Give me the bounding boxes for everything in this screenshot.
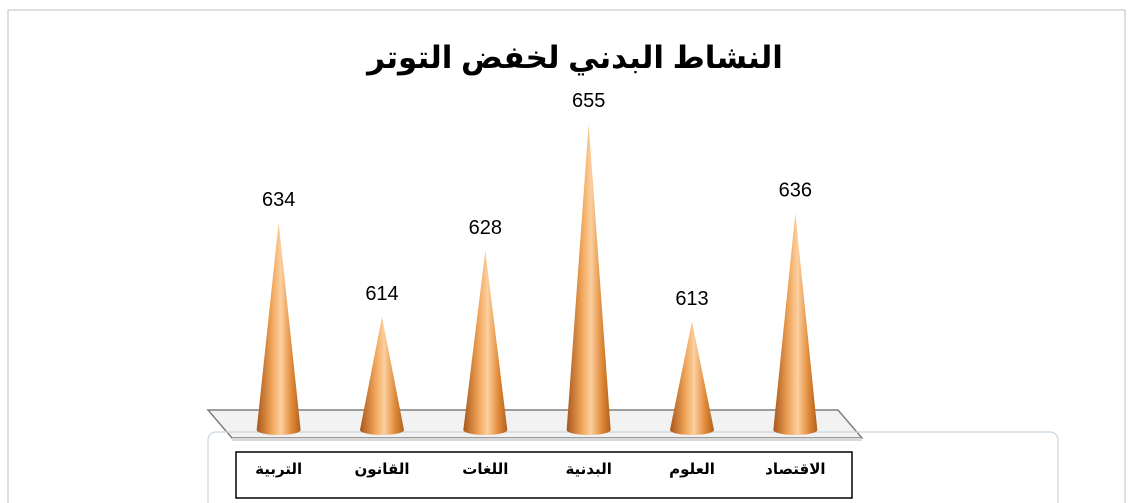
floor <box>206 409 864 439</box>
floor-edge <box>232 438 862 441</box>
chart-border <box>7 9 1126 503</box>
x-tick-label: البدنية <box>565 461 611 478</box>
x-tick-label: اللغات <box>462 461 508 478</box>
value-label: 614 <box>365 283 398 305</box>
cone <box>463 250 508 435</box>
value-label: 655 <box>572 90 605 112</box>
value-label: 634 <box>262 189 295 211</box>
cone <box>360 316 404 435</box>
table-frame <box>207 431 1059 503</box>
category-table <box>235 451 853 499</box>
value-label: 628 <box>469 217 502 239</box>
cone <box>256 222 301 435</box>
value-label: 613 <box>675 288 708 310</box>
cone <box>670 321 714 435</box>
chart-title: النشاط البدني لخفض التوتر <box>365 40 783 76</box>
cone <box>566 123 611 436</box>
cone <box>773 213 818 435</box>
x-tick-label: العلوم <box>669 461 715 478</box>
x-tick-label: الاقتصاد <box>765 461 825 478</box>
x-tick-label: التربية <box>255 461 302 478</box>
value-label: 636 <box>779 179 812 201</box>
x-tick-label: القانون <box>354 461 409 478</box>
